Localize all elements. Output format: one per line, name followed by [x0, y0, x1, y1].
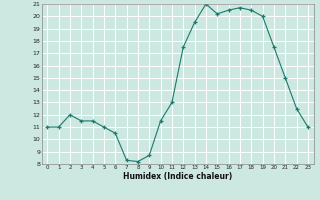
X-axis label: Humidex (Indice chaleur): Humidex (Indice chaleur): [123, 172, 232, 181]
